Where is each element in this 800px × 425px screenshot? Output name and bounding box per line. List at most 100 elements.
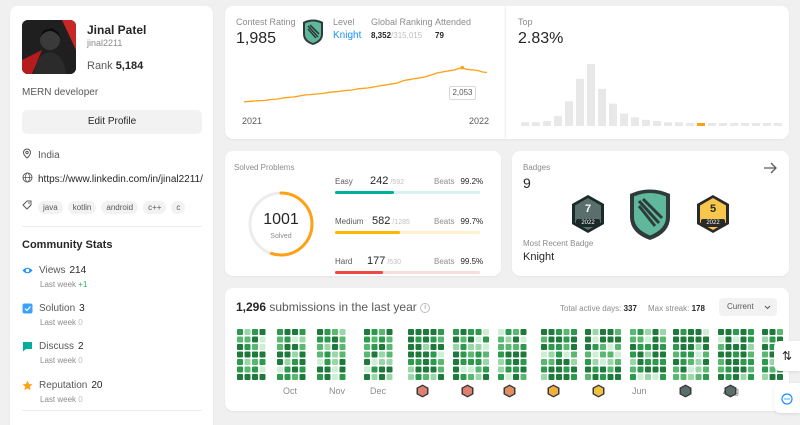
heatmap-cell[interactable] xyxy=(630,329,636,335)
heatmap-cell[interactable] xyxy=(317,344,323,350)
heatmap-cell[interactable] xyxy=(423,351,429,358)
heatmap-cell[interactable] xyxy=(430,351,437,358)
heatmap-cell[interactable] xyxy=(762,329,768,335)
heatmap-cell[interactable] xyxy=(740,344,747,350)
heatmap-cell[interactable] xyxy=(725,359,732,365)
heatmap-cell[interactable] xyxy=(513,374,519,380)
heatmap-cell[interactable] xyxy=(299,336,306,343)
heatmap-cell[interactable] xyxy=(563,336,570,343)
heatmap-cell[interactable] xyxy=(725,329,732,335)
heatmap-cell[interactable] xyxy=(505,351,512,358)
distribution-bar[interactable] xyxy=(686,123,694,126)
heatmap-cell[interactable] xyxy=(645,359,651,365)
heatmap-cell[interactable] xyxy=(379,329,385,335)
heatmap-cell[interactable] xyxy=(660,374,666,380)
heatmap-cell[interactable] xyxy=(652,329,659,335)
heatmap-cell[interactable] xyxy=(438,351,444,358)
heatmap-cell[interactable] xyxy=(607,329,614,335)
heatmap-cell[interactable] xyxy=(733,329,739,335)
heatmap-cell[interactable] xyxy=(299,344,306,350)
heatmap-cell[interactable] xyxy=(332,366,338,373)
heatmap-cell[interactable] xyxy=(364,329,370,335)
heatmap-cell[interactable] xyxy=(556,351,562,358)
heatmap-cell[interactable] xyxy=(630,344,636,350)
heatmap-cell[interactable] xyxy=(762,366,768,373)
heatmap-cell[interactable] xyxy=(680,366,687,373)
heatmap-cell[interactable] xyxy=(237,366,243,373)
heatmap-cell[interactable] xyxy=(630,359,636,365)
heatmap-cell[interactable] xyxy=(460,374,467,380)
heatmap-cell[interactable] xyxy=(460,336,467,343)
heatmap-cell[interactable] xyxy=(563,374,570,380)
skill-tag[interactable]: java xyxy=(38,201,63,214)
heatmap-cell[interactable] xyxy=(630,374,636,380)
heatmap-cell[interactable] xyxy=(475,351,482,358)
distribution-bar[interactable] xyxy=(609,103,617,126)
distribution-bar[interactable] xyxy=(620,113,628,126)
heatmap-cell[interactable] xyxy=(244,359,251,365)
heatmap-cell[interactable] xyxy=(252,359,258,365)
heatmap-cell[interactable] xyxy=(740,374,747,380)
heatmap-cell[interactable] xyxy=(408,336,414,343)
heatmap-cell[interactable] xyxy=(475,336,482,343)
heatmap-cell[interactable] xyxy=(237,374,243,380)
heatmap-cell[interactable] xyxy=(563,329,570,335)
heatmap-cell[interactable] xyxy=(339,344,346,350)
heatmap-cell[interactable] xyxy=(299,351,306,358)
heatmap-cell[interactable] xyxy=(645,351,651,358)
heatmap-cell[interactable] xyxy=(364,359,370,365)
contest-badge-icon[interactable] xyxy=(503,384,516,403)
heatmap-cell[interactable] xyxy=(748,344,754,350)
skill-tag[interactable]: kotlin xyxy=(67,201,97,214)
heatmap-cell[interactable] xyxy=(607,336,614,343)
heatmap-cell[interactable] xyxy=(386,359,393,365)
heatmap-cell[interactable] xyxy=(252,329,258,335)
heatmap-cell[interactable] xyxy=(673,344,679,350)
heatmap-cell[interactable] xyxy=(548,329,555,335)
heatmap-cell[interactable] xyxy=(371,344,378,350)
heatmap-cell[interactable] xyxy=(637,366,644,373)
heatmap-cell[interactable] xyxy=(277,366,283,373)
heatmap-cell[interactable] xyxy=(483,344,489,350)
heatmap-cell[interactable] xyxy=(718,344,724,350)
heatmap-cell[interactable] xyxy=(292,374,298,380)
heatmap-cell[interactable] xyxy=(438,374,444,380)
heatmap-cell[interactable] xyxy=(725,366,732,373)
heatmap-cell[interactable] xyxy=(244,336,251,343)
heatmap-cell[interactable] xyxy=(652,359,659,365)
distribution-bar[interactable] xyxy=(576,78,584,126)
feedback-button[interactable] xyxy=(774,383,800,413)
heatmap-cell[interactable] xyxy=(556,344,562,350)
heatmap-cell[interactable] xyxy=(645,344,651,350)
heatmap-cell[interactable] xyxy=(703,366,709,373)
heatmap-cell[interactable] xyxy=(379,336,385,343)
heatmap-cell[interactable] xyxy=(725,374,732,380)
heatmap-cell[interactable] xyxy=(762,351,768,358)
heatmap-cell[interactable] xyxy=(468,344,474,350)
heatmap-cell[interactable] xyxy=(725,336,732,343)
heatmap-cell[interactable] xyxy=(563,366,570,373)
badge-contest-gray[interactable]: 7 2022 xyxy=(570,194,606,234)
distribution-bar[interactable] xyxy=(675,122,683,126)
heatmap-cell[interactable] xyxy=(299,366,306,373)
heatmap-cell[interactable] xyxy=(483,366,489,373)
heatmap-cell[interactable] xyxy=(718,374,724,380)
rating-line-chart[interactable] xyxy=(225,6,505,139)
heatmap-cell[interactable] xyxy=(277,359,283,365)
heatmap-cell[interactable] xyxy=(733,366,739,373)
heatmap-cell[interactable] xyxy=(324,374,331,380)
heatmap-cell[interactable] xyxy=(673,336,679,343)
heatmap-cell[interactable] xyxy=(498,359,504,365)
heatmap-cell[interactable] xyxy=(468,374,474,380)
heatmap-cell[interactable] xyxy=(430,329,437,335)
heatmap-cell[interactable] xyxy=(252,366,258,373)
heatmap-cell[interactable] xyxy=(748,359,754,365)
heatmap-cell[interactable] xyxy=(703,359,709,365)
heatmap-cell[interactable] xyxy=(364,351,370,358)
heatmap-cell[interactable] xyxy=(600,359,606,365)
heatmap-cell[interactable] xyxy=(740,329,747,335)
translate-button[interactable]: ⇅ xyxy=(774,341,800,371)
heatmap-cell[interactable] xyxy=(244,374,251,380)
distribution-bar[interactable] xyxy=(631,117,639,126)
heatmap-cell[interactable] xyxy=(317,351,323,358)
